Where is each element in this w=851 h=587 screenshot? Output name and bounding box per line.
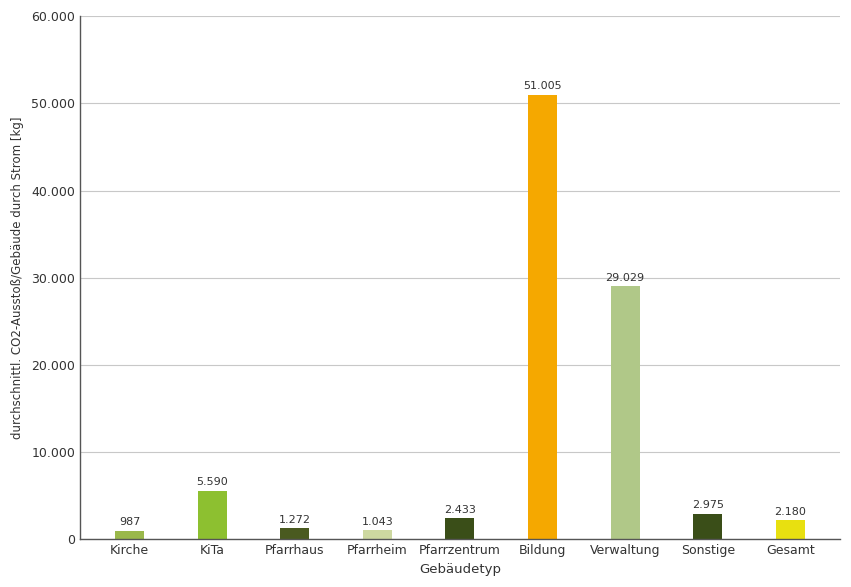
Bar [197, 491, 226, 539]
Bar [694, 514, 722, 539]
Bar [363, 531, 391, 539]
Text: 5.590: 5.590 [197, 477, 228, 487]
Text: 29.029: 29.029 [606, 273, 645, 283]
Y-axis label: durchschnittl. CO2-Ausstoß/Gebäude durch Strom [kg]: durchschnittl. CO2-Ausstoß/Gebäude durch… [11, 117, 24, 439]
Bar [776, 521, 805, 539]
Text: 2.975: 2.975 [692, 500, 723, 510]
Bar [115, 531, 144, 539]
Text: 2.180: 2.180 [774, 507, 806, 517]
X-axis label: Gebäudetyp: Gebäudetyp [419, 563, 501, 576]
Text: 2.433: 2.433 [444, 505, 476, 515]
Bar [445, 518, 474, 539]
Bar [528, 95, 557, 539]
Text: 51.005: 51.005 [523, 81, 562, 91]
Text: 1.272: 1.272 [278, 515, 311, 525]
Bar [280, 528, 309, 539]
Text: 1.043: 1.043 [362, 517, 393, 527]
Text: 987: 987 [119, 517, 140, 527]
Bar [611, 286, 640, 539]
